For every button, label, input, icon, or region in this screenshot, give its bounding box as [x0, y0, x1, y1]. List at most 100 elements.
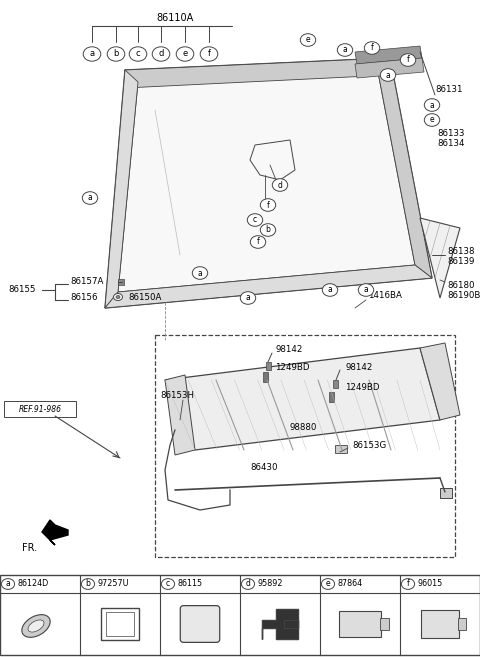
Bar: [329, 392, 334, 402]
FancyBboxPatch shape: [4, 401, 76, 417]
Text: 86133: 86133: [437, 129, 465, 137]
Text: 86153G: 86153G: [352, 440, 386, 449]
Ellipse shape: [400, 54, 416, 66]
Ellipse shape: [161, 579, 175, 589]
Ellipse shape: [107, 47, 125, 61]
Text: 86124D: 86124D: [17, 579, 48, 589]
Text: 86139: 86139: [447, 258, 474, 267]
Text: e: e: [182, 49, 188, 58]
Polygon shape: [125, 58, 390, 88]
Ellipse shape: [260, 223, 276, 237]
Text: d: d: [246, 579, 251, 589]
Bar: [440, 488, 452, 498]
Polygon shape: [105, 70, 138, 308]
Ellipse shape: [250, 236, 266, 248]
Text: b: b: [85, 579, 90, 589]
Text: 86155: 86155: [8, 286, 36, 294]
Bar: [335, 445, 347, 453]
Text: a: a: [343, 45, 348, 55]
Bar: [263, 372, 268, 382]
Ellipse shape: [322, 579, 335, 589]
Text: f: f: [371, 43, 373, 53]
Text: c: c: [253, 215, 257, 225]
Ellipse shape: [247, 214, 263, 226]
Ellipse shape: [322, 284, 338, 296]
Ellipse shape: [300, 34, 316, 46]
Polygon shape: [420, 218, 460, 298]
Text: a: a: [385, 70, 390, 79]
Ellipse shape: [200, 47, 218, 61]
Text: d: d: [277, 181, 282, 189]
Text: f: f: [407, 579, 409, 589]
FancyBboxPatch shape: [180, 606, 220, 643]
Text: 97257U: 97257U: [97, 579, 129, 589]
Text: b: b: [265, 225, 270, 235]
Ellipse shape: [83, 47, 101, 61]
Text: FR.: FR.: [22, 543, 37, 553]
Polygon shape: [105, 58, 432, 308]
Text: 86157A: 86157A: [70, 277, 103, 286]
Text: c: c: [166, 579, 170, 589]
Text: a: a: [328, 286, 332, 294]
Text: 86110A: 86110A: [156, 13, 193, 23]
Text: a: a: [364, 286, 368, 294]
Text: 98880: 98880: [290, 424, 317, 432]
Text: 1249BD: 1249BD: [275, 363, 310, 373]
Bar: [0, 575, 480, 655]
Bar: [333, 380, 338, 388]
Ellipse shape: [424, 114, 440, 126]
Ellipse shape: [241, 579, 254, 589]
Text: e: e: [326, 579, 330, 589]
Text: a: a: [89, 49, 95, 58]
Polygon shape: [420, 343, 460, 420]
Ellipse shape: [380, 69, 396, 81]
Text: 86150A: 86150A: [128, 292, 161, 302]
Ellipse shape: [337, 44, 353, 57]
Text: a: a: [198, 269, 203, 277]
Ellipse shape: [401, 579, 415, 589]
Ellipse shape: [129, 47, 147, 61]
Text: 98142: 98142: [275, 346, 302, 355]
Text: d: d: [158, 49, 164, 58]
Polygon shape: [378, 58, 432, 278]
Text: 1416BA: 1416BA: [368, 290, 402, 300]
FancyBboxPatch shape: [339, 612, 381, 637]
Bar: [155, 335, 455, 557]
Polygon shape: [165, 375, 195, 455]
Ellipse shape: [22, 615, 50, 637]
Bar: [266, 362, 271, 370]
Text: 98142: 98142: [345, 363, 372, 371]
Polygon shape: [355, 58, 424, 78]
Ellipse shape: [176, 47, 194, 61]
Text: e: e: [430, 116, 434, 124]
Bar: [380, 618, 389, 630]
Ellipse shape: [82, 579, 95, 589]
Text: 86190B: 86190B: [447, 290, 480, 300]
Text: REF.91-986: REF.91-986: [19, 405, 61, 413]
Text: f: f: [407, 55, 409, 64]
Ellipse shape: [1, 579, 14, 589]
Ellipse shape: [364, 41, 380, 55]
Bar: [458, 618, 467, 630]
Ellipse shape: [272, 179, 288, 191]
Ellipse shape: [358, 284, 374, 296]
Text: 86180: 86180: [447, 281, 475, 290]
Text: 96015: 96015: [417, 579, 442, 589]
Ellipse shape: [28, 620, 44, 632]
Bar: [118, 279, 124, 285]
Text: a: a: [246, 294, 251, 302]
Text: f: f: [207, 49, 211, 58]
Text: e: e: [306, 35, 310, 45]
Polygon shape: [263, 608, 298, 639]
Ellipse shape: [113, 294, 122, 300]
Text: 95892: 95892: [257, 579, 283, 589]
Ellipse shape: [260, 198, 276, 212]
Text: 86156: 86156: [70, 292, 97, 302]
FancyBboxPatch shape: [420, 610, 459, 639]
Ellipse shape: [152, 47, 170, 61]
Polygon shape: [165, 348, 440, 450]
Text: 86153H: 86153H: [160, 390, 194, 399]
Ellipse shape: [424, 99, 440, 111]
Polygon shape: [355, 46, 422, 64]
Text: a: a: [430, 101, 434, 110]
